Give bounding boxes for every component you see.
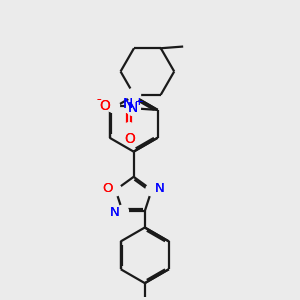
Circle shape xyxy=(146,184,158,196)
Text: -: - xyxy=(97,93,101,106)
Text: N: N xyxy=(122,97,133,111)
Circle shape xyxy=(126,101,140,116)
Text: N: N xyxy=(110,206,119,219)
Text: N: N xyxy=(128,101,138,115)
Text: N: N xyxy=(155,182,165,195)
Circle shape xyxy=(128,88,140,101)
Circle shape xyxy=(110,184,122,196)
Text: O: O xyxy=(102,182,112,195)
Text: O: O xyxy=(102,182,112,195)
Text: N: N xyxy=(128,101,138,115)
Text: -: - xyxy=(97,93,101,106)
Circle shape xyxy=(106,99,119,112)
Text: O: O xyxy=(99,99,110,113)
Text: N: N xyxy=(110,206,119,219)
Circle shape xyxy=(123,123,136,136)
Text: N: N xyxy=(155,182,165,195)
Circle shape xyxy=(117,205,128,217)
Text: +: + xyxy=(135,97,143,107)
Text: O: O xyxy=(124,133,135,146)
Text: O: O xyxy=(124,133,135,146)
Text: N: N xyxy=(122,97,133,111)
Text: +: + xyxy=(135,97,143,107)
Text: O: O xyxy=(99,99,110,113)
